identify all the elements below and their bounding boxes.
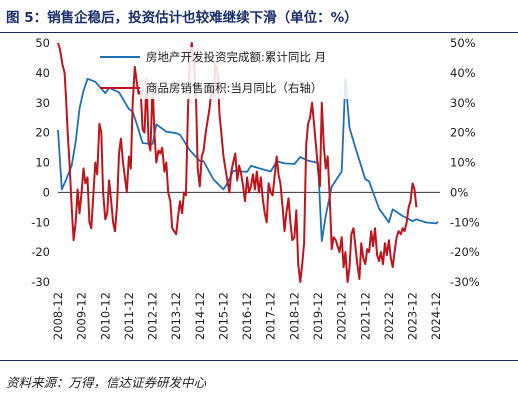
right-axis-tick-label: -20% — [450, 245, 480, 259]
right-axis-tick-label: 20% — [450, 126, 476, 140]
right-axis-tick-label: 40% — [450, 66, 476, 80]
x-axis-tick-label: 2010-12 — [98, 292, 112, 340]
x-axis-tick-label: 2022-12 — [382, 292, 396, 340]
x-axis-tick-label: 2016-12 — [240, 292, 254, 340]
right-axis-tick-label: -10% — [450, 215, 480, 229]
left-axis-tick-label: 0 — [43, 185, 50, 199]
x-axis-tick-label: 2020-12 — [335, 292, 349, 340]
right-axis-tick-label: -30% — [450, 275, 480, 289]
legend-background — [140, 47, 395, 99]
source-note: 资料来源：万得，信达证券研发中心 — [6, 375, 207, 390]
x-axis-tick-label: 2015-12 — [216, 292, 230, 340]
right-axis-tick-label: 50% — [450, 36, 476, 50]
source-rule — [0, 360, 518, 361]
x-axis-tick-label: 2023-12 — [406, 292, 420, 340]
left-axis-tick-label: 40 — [35, 66, 50, 80]
left-axis-tick-label: 10 — [35, 156, 50, 170]
right-axis-tick-label: 10% — [450, 156, 476, 170]
chart: -30 -20 -10 0 10 20 30 40 50 -30% -20% -10% 0% 10% 20%… — [31, 36, 480, 340]
x-axis-tick-label: 2018-12 — [287, 292, 301, 340]
left-axis-tick-label: 30 — [35, 96, 50, 110]
x-axis-tick-label: 2021-12 — [358, 292, 372, 340]
left-axis-tick-label: 20 — [35, 126, 50, 140]
legend-label-sales-area: 商品房销售面积:当月同比（右轴） — [146, 81, 322, 95]
x-axis-tick-label: 2009-12 — [75, 292, 89, 340]
right-axis-tick-label: 0% — [450, 185, 468, 199]
series-line-sales-area — [57, 42, 418, 283]
x-axis-tick-label: 2024-12 — [429, 292, 443, 340]
x-axis-tick-label: 2017-12 — [264, 292, 278, 340]
legend-label-investment: 房地产开发投资完成额:累计同比 月 — [146, 50, 326, 64]
left-axis-tick-label: -30 — [31, 275, 50, 289]
x-axis-tick-label: 2014-12 — [193, 292, 207, 340]
left-axis-tick-label: -20 — [31, 245, 50, 259]
x-axis-tick-label: 2008-12 — [51, 292, 65, 340]
x-axis-tick-label: 2012-12 — [146, 292, 160, 340]
x-axis-tick-label: 2011-12 — [122, 292, 136, 340]
series-line-investment — [57, 77, 439, 243]
x-axis-tick-label: 2019-12 — [311, 292, 325, 340]
chart-title: 图 5：销售企稳后，投资估计也较难继续下滑（单位：%） — [6, 10, 358, 26]
title-rule — [0, 32, 518, 33]
x-axis-tick-label: 2013-12 — [169, 292, 183, 340]
left-axis-tick-label: -10 — [31, 215, 50, 229]
left-axis-tick-label: 50 — [35, 36, 50, 50]
right-axis-tick-label: 30% — [450, 96, 476, 110]
